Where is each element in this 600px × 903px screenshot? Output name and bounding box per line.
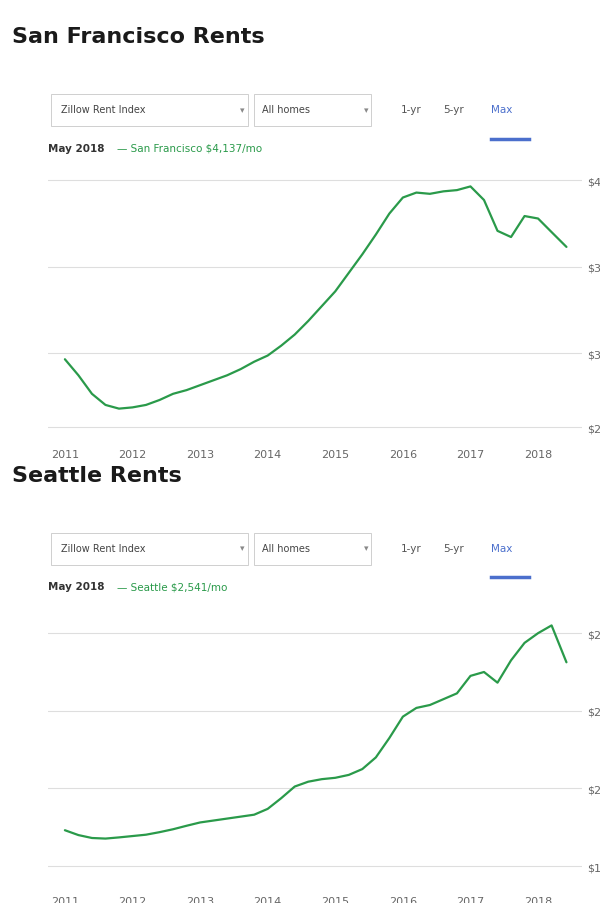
- Text: 5-yr: 5-yr: [443, 544, 464, 554]
- Text: Seattle Rents: Seattle Rents: [12, 465, 182, 485]
- Text: Max: Max: [491, 106, 512, 116]
- Text: ▾: ▾: [240, 106, 245, 115]
- FancyBboxPatch shape: [254, 95, 371, 127]
- Text: — Seattle $2,541/mo: — Seattle $2,541/mo: [117, 582, 227, 591]
- Text: 1-yr: 1-yr: [400, 544, 421, 554]
- Text: Zillow Rent Index: Zillow Rent Index: [61, 106, 146, 116]
- Text: ▾: ▾: [240, 544, 245, 553]
- Text: 1-yr: 1-yr: [400, 106, 421, 116]
- Text: ▾: ▾: [364, 106, 368, 115]
- Text: Max: Max: [491, 544, 512, 554]
- Text: Zillow Rent Index: Zillow Rent Index: [61, 544, 146, 554]
- Text: 5-yr: 5-yr: [443, 106, 464, 116]
- Text: May 2018: May 2018: [48, 582, 104, 591]
- FancyBboxPatch shape: [50, 95, 248, 127]
- Text: — San Francisco $4,137/mo: — San Francisco $4,137/mo: [117, 144, 262, 154]
- Text: ▾: ▾: [364, 544, 368, 553]
- Text: All homes: All homes: [262, 106, 310, 116]
- Text: May 2018: May 2018: [48, 144, 104, 154]
- Text: San Francisco Rents: San Francisco Rents: [12, 27, 265, 47]
- FancyBboxPatch shape: [254, 533, 371, 565]
- Text: All homes: All homes: [262, 544, 310, 554]
- FancyBboxPatch shape: [50, 533, 248, 565]
